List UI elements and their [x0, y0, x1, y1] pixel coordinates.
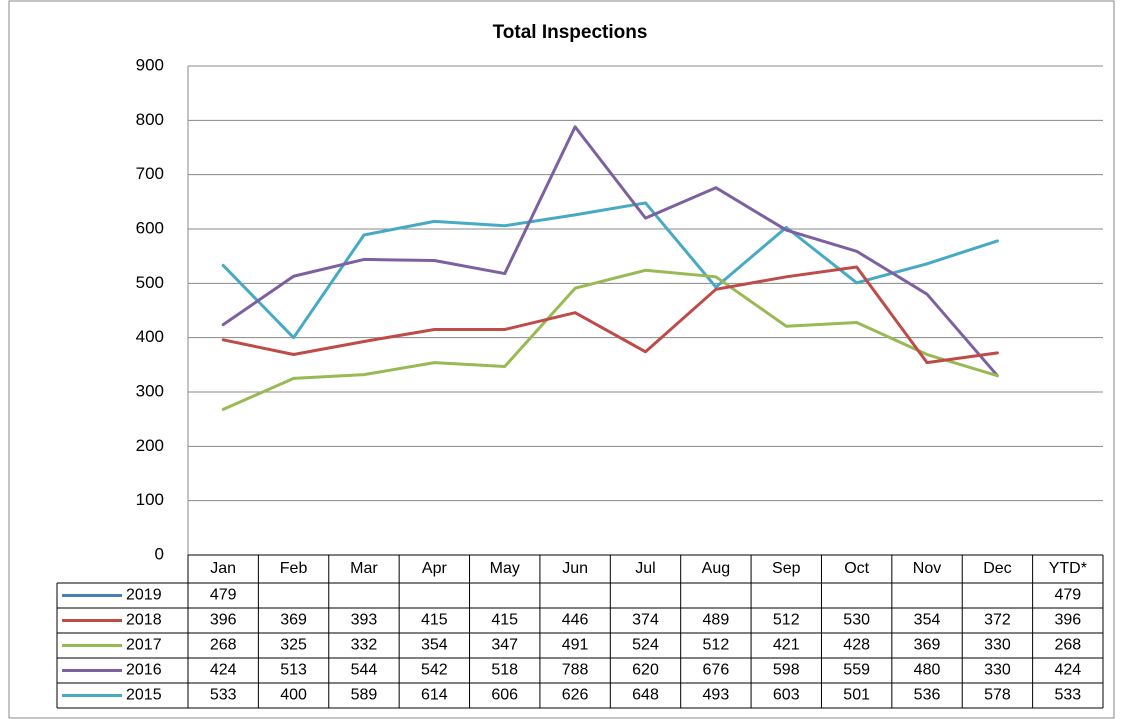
series-line	[221, 265, 999, 365]
y-tick-label: 700	[136, 164, 164, 183]
table-cell: 415	[491, 612, 518, 629]
table-cell: 424	[1054, 662, 1081, 679]
y-tick-label: 100	[136, 490, 164, 509]
table-cell: 626	[562, 687, 589, 704]
chart-border	[8, 0, 1115, 719]
table-cell: 479	[1054, 587, 1081, 604]
table-cell: 559	[843, 662, 870, 679]
table-cell: 598	[773, 662, 800, 679]
table-cell: 369	[914, 637, 941, 654]
table-cell: 512	[703, 637, 730, 654]
y-tick-label: 300	[136, 381, 164, 400]
table-cell: 606	[491, 687, 518, 704]
table-cell: 614	[421, 687, 448, 704]
table-cell: 513	[280, 662, 307, 679]
table-cell: 536	[914, 687, 941, 704]
table-cell: 530	[843, 612, 870, 629]
y-tick-label: 400	[136, 327, 164, 346]
table-cell: 421	[773, 637, 800, 654]
table-cell: 493	[703, 687, 730, 704]
legend-label: 2018	[126, 612, 162, 629]
table-cell: 347	[491, 637, 518, 654]
table-cell: 372	[984, 612, 1011, 629]
table-cell: 325	[280, 637, 307, 654]
x-tick-label: Dec	[983, 560, 1011, 577]
table-cell: 524	[632, 637, 659, 654]
table-cell: 393	[351, 612, 378, 629]
y-tick-label: 0	[155, 544, 164, 563]
x-tick-label: Sep	[772, 560, 801, 577]
table-cell: 332	[351, 637, 378, 654]
x-tick-label: Aug	[702, 560, 730, 577]
table-cell: 788	[562, 662, 589, 679]
table-cell: 620	[632, 662, 659, 679]
table-cell: 578	[984, 687, 1011, 704]
table-cell: 268	[1054, 637, 1081, 654]
legend-label: 2016	[126, 662, 162, 679]
x-tick-label: Mar	[350, 560, 378, 577]
legend-label: 2015	[126, 687, 162, 704]
x-tick-label: Jan	[210, 560, 236, 577]
chart-title: Total Inspections	[493, 22, 648, 43]
table-cell: 512	[773, 612, 800, 629]
table-cell: 428	[843, 637, 870, 654]
table-cell: 544	[351, 662, 378, 679]
x-tick-label: Apr	[422, 560, 448, 577]
table-cell: 603	[773, 687, 800, 704]
y-tick-label: 500	[136, 273, 164, 292]
table-cell: 491	[562, 637, 589, 654]
x-tick-label: YTD*	[1049, 560, 1087, 577]
x-tick-label: Jun	[562, 560, 588, 577]
table-cell: 676	[703, 662, 730, 679]
table-cell: 268	[210, 637, 237, 654]
table-cell: 480	[914, 662, 941, 679]
table-cell: 542	[421, 662, 448, 679]
table-cell: 479	[210, 587, 237, 604]
table-cell: 446	[562, 612, 589, 629]
table-cell: 424	[210, 662, 237, 679]
y-tick-label: 600	[136, 218, 164, 237]
series-line	[221, 268, 999, 411]
table-cell: 533	[210, 687, 237, 704]
table-cell: 400	[280, 687, 307, 704]
legend-label: 2019	[126, 587, 162, 604]
series-line	[221, 201, 999, 340]
table-cell: 501	[843, 687, 870, 704]
y-tick-label: 900	[136, 55, 164, 74]
table-cell: 330	[984, 637, 1011, 654]
x-tick-label: Feb	[280, 560, 308, 577]
table-cell: 533	[1054, 687, 1081, 704]
x-tick-label: Jul	[635, 560, 655, 577]
table-cell: 396	[1054, 612, 1081, 629]
table-cell: 489	[703, 612, 730, 629]
table-cell: 518	[491, 662, 518, 679]
table-cell: 369	[280, 612, 307, 629]
x-tick-label: May	[490, 560, 520, 577]
table-cell: 354	[421, 637, 448, 654]
x-tick-label: Nov	[913, 560, 941, 577]
series-line	[221, 125, 999, 378]
table-cell: 589	[351, 687, 378, 704]
table-cell: 374	[632, 612, 659, 629]
x-tick-label: Oct	[844, 560, 869, 577]
y-tick-label: 800	[136, 110, 164, 129]
table-cell: 415	[421, 612, 448, 629]
legend-label: 2017	[126, 637, 162, 654]
y-tick-label: 200	[136, 436, 164, 455]
table-cell: 648	[632, 687, 659, 704]
table-cell: 396	[210, 612, 237, 629]
table-cell: 330	[984, 662, 1011, 679]
table-cell: 354	[914, 612, 941, 629]
